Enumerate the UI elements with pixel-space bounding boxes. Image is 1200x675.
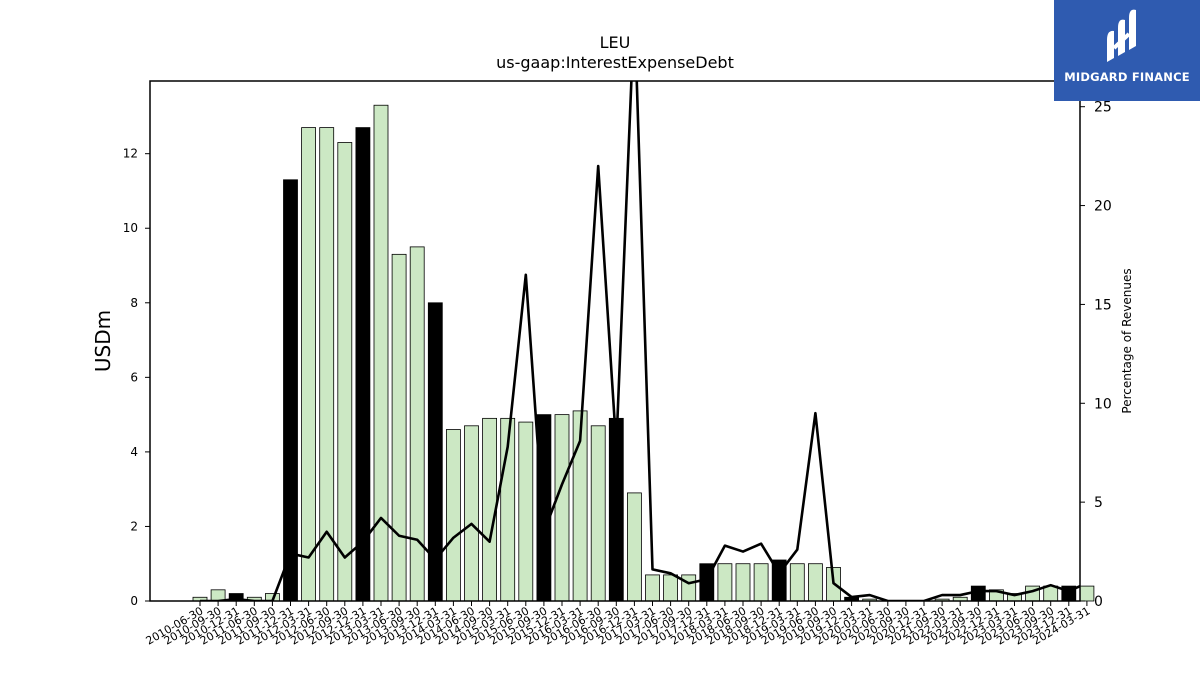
bar-2023-09-30	[1043, 585, 1059, 602]
bar-2015-09-30	[536, 414, 552, 602]
x-axis: 2010-06-302010-09-302010-12-312011-06-30…	[144, 601, 1092, 648]
bar-2011-12-31	[283, 179, 298, 602]
y2-tick-label: 10	[1094, 396, 1112, 412]
logo: MIDGARD FINANCE	[1054, 0, 1200, 101]
bar-2017-03-31	[645, 574, 660, 602]
plot-frame	[149, 80, 1081, 602]
bar-2012-03-31	[301, 127, 317, 602]
bar-2018-09-30	[753, 563, 769, 602]
y2-tick-label: 15	[1094, 297, 1112, 313]
y-tick-label: 2	[130, 519, 138, 533]
y-axis-label: USDm	[91, 310, 115, 372]
bar-2022-09-30	[970, 585, 986, 602]
bar-2018-06-30	[735, 563, 751, 602]
bar-2015-12-31	[554, 414, 570, 602]
line-series	[200, 81, 1080, 601]
y-tick-label: 10	[123, 221, 138, 235]
y-tick-label: 6	[130, 370, 138, 384]
bar-2019-06-30	[808, 563, 823, 602]
logo-mark-icon	[1107, 9, 1136, 62]
left-axis: 0 2 4 6 8 10 12	[123, 147, 150, 608]
bar-2015-06-30	[518, 421, 534, 602]
bar-2013-12-31	[427, 302, 443, 602]
y-tick-label: 12	[123, 147, 138, 161]
bar-2014-03-31	[445, 429, 461, 602]
bar-2016-12-31	[627, 492, 642, 602]
chart-subtitle: us-gaap:InterestExpenseDebt	[496, 53, 734, 72]
bar-2018-03-31	[717, 563, 733, 602]
y2-axis-label: Percentage of Revenues	[1120, 268, 1134, 413]
bar-2016-06-30	[590, 425, 606, 602]
bar-2017-09-30	[681, 574, 697, 602]
bar-2019-03-31	[789, 563, 805, 602]
right-axis: 0 5 10 15 20 25	[1080, 100, 1112, 610]
bar-2013-09-30	[409, 246, 425, 602]
logo-text: MIDGARD FINANCE	[1064, 70, 1190, 84]
bar-2017-06-30	[663, 574, 678, 602]
y2-tick-label: 20	[1094, 199, 1112, 215]
y-tick-label: 4	[130, 445, 138, 459]
bar-2012-06-30	[319, 127, 335, 602]
chart-title: LEU	[600, 33, 631, 52]
y2-tick-label: 5	[1094, 495, 1103, 511]
y2-tick-label: 25	[1094, 100, 1112, 116]
bar-2012-12-31	[355, 127, 371, 602]
y-tick-label: 8	[130, 296, 138, 310]
y-tick-label: 0	[130, 594, 138, 608]
bar-2012-09-30	[337, 142, 353, 602]
bar-series	[192, 104, 1095, 602]
bar-2014-06-30	[464, 425, 479, 602]
line-percentage-of-revenues	[200, 81, 1080, 601]
bar-2013-06-30	[391, 253, 407, 602]
bar-2013-03-31	[373, 104, 389, 602]
y2-tick-label: 0	[1094, 594, 1103, 610]
bar-2024-03-31	[1079, 585, 1095, 602]
